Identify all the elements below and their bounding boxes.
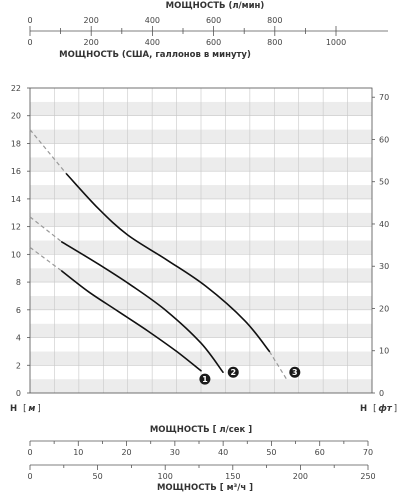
bottom-axis-m3h: 0 50 100 150 200 250 МОЩНОСТЬ [ м³/ч ] [27, 464, 376, 493]
bottom-axis-m3h-tick-label: 200 [293, 472, 308, 481]
bottom-axis-m3h-tick-label: 250 [360, 472, 375, 481]
bottom-axis-ls-tick-label: 70 [363, 448, 373, 457]
right-axis-tick-label: 60 [379, 135, 389, 144]
right-axis-title-prefix: H [360, 404, 367, 414]
top-axis-gpm-tick-label: 1000 [326, 38, 346, 47]
right-axis-title: H [фт] [360, 404, 397, 414]
bottom-axis-ls-title: МОЩНОСТЬ [ л/сек ] [150, 425, 252, 435]
top-axis-gpm-tick-label: 400 [145, 38, 160, 47]
top-axis-gpm-tick-label: 600 [206, 38, 221, 47]
curve-markers: 1 2 3 [199, 366, 301, 385]
bottom-axis-ls-tick-label: 20 [121, 448, 131, 457]
left-axis-tick-label: 6 [16, 306, 21, 315]
curve-3-marker-label: 3 [292, 368, 298, 377]
top-axis-lpm: МОЩНОСТЬ (л/мин) 0 200 400 600 800 [27, 1, 388, 32]
top-axis-gpm-tick-label: 0 [27, 38, 32, 47]
right-axis-tick-label: 30 [379, 262, 389, 271]
top-axis-gpm-tick-label: 200 [84, 38, 99, 47]
bottom-axis-ls-tick-label: 60 [315, 448, 325, 457]
bottom-axis-m3h-tick-label: 0 [27, 472, 32, 481]
curve-2-marker-label: 2 [230, 368, 236, 377]
left-axis-tick-label: 16 [11, 167, 21, 176]
top-axis-lpm-title: МОЩНОСТЬ (л/мин) [166, 1, 265, 11]
left-axis-tick-label: 2 [16, 361, 21, 370]
top-axis-lpm-tick-label: 400 [145, 16, 160, 25]
bottom-axis-m3h-tick-label: 100 [158, 472, 173, 481]
left-axis-tick-label: 20 [11, 112, 21, 121]
left-axis-tick-label: 10 [11, 250, 21, 259]
curve-1-marker-label: 1 [202, 375, 208, 384]
right-axis-tick-label: 20 [379, 304, 389, 313]
curve-1-marker [199, 373, 211, 385]
top-axis-lpm-tick-label: 800 [267, 16, 282, 25]
curve-3-marker [289, 366, 301, 378]
bottom-axis-m3h-ticks: 0 50 100 150 200 250 [27, 465, 376, 481]
top-axis-gpm: 0 200 400 600 800 1000 МОЩНОСТЬ (США, галлоно… [27, 31, 346, 60]
curve-1-line [61, 270, 202, 372]
bottom-axis-ls-tick-label: 0 [27, 448, 32, 457]
left-axis-tick-label: 22 [11, 84, 21, 93]
bottom-axis-ls-ticks: 0 10 20 30 40 50 60 70 [27, 441, 373, 457]
bottom-axis-ls-tick-label: 10 [73, 448, 83, 457]
right-axis-ticks: 0 10 20 30 40 50 60 70 [372, 93, 389, 398]
left-axis-tick-label: 12 [11, 223, 21, 232]
right-axis-tick-label: 70 [379, 93, 389, 102]
curve-3-dashed [268, 351, 288, 380]
top-axis-lpm-ticks: 0 200 400 600 800 [27, 16, 337, 31]
bottom-axis-ls-tick-label: 50 [266, 448, 276, 457]
left-axis-title-prefix: H [10, 404, 17, 414]
curve-3-dashed [29, 129, 68, 175]
bottom-axis-m3h-tick-label: 150 [225, 472, 240, 481]
top-axis-gpm-ticks: 0 200 400 600 800 1000 [27, 31, 346, 47]
left-axis-tick-label: 18 [11, 139, 21, 148]
svg-text:H [м]: H [м] [10, 404, 41, 414]
left-axis-tick-label: 4 [16, 334, 21, 343]
right-axis-tick-label: 10 [379, 347, 389, 356]
top-axis-gpm-title: МОЩНОСТЬ (США, галлонов в минуту) [59, 50, 251, 60]
plot-frame [29, 87, 373, 394]
bottom-axis-ls-tick-label: 40 [218, 448, 228, 457]
svg-text:H [фт]: H [фт] [360, 404, 397, 414]
top-axis-lpm-tick-label: 0 [27, 16, 32, 25]
left-axis-ticks: 0 2 4 6 8 10 12 14 16 18 20 22 [11, 84, 30, 398]
curve-2-marker [227, 366, 239, 378]
top-axis-lpm-tick-label: 200 [84, 16, 99, 25]
top-axis-gpm-tick-label: 800 [267, 38, 282, 47]
right-axis-tick-label: 40 [379, 220, 389, 229]
left-axis-tick-label: 14 [11, 195, 21, 204]
right-axis-tick-label: 0 [379, 389, 384, 398]
bottom-axis-m3h-tick-label: 50 [93, 472, 103, 481]
bottom-axis-ls: МОЩНОСТЬ [ л/сек ] 0 10 20 30 40 50 60 70 [27, 425, 373, 457]
right-axis-tick-label: 50 [379, 178, 389, 187]
pump-curves [29, 129, 288, 380]
left-axis-title-unit: м [28, 404, 35, 414]
curve-3-line [65, 173, 271, 353]
curve-2-line [61, 241, 224, 373]
top-axis-lpm-tick-label: 600 [206, 16, 221, 25]
left-axis-tick-label: 0 [16, 389, 21, 398]
right-axis-title-unit: фт [378, 404, 392, 414]
bottom-axis-ls-tick-label: 30 [170, 448, 180, 457]
left-axis-title: H [м] [10, 404, 41, 414]
bottom-axis-m3h-title: МОЩНОСТЬ [ м³/ч ] [157, 483, 253, 493]
left-axis-tick-label: 8 [16, 278, 21, 287]
